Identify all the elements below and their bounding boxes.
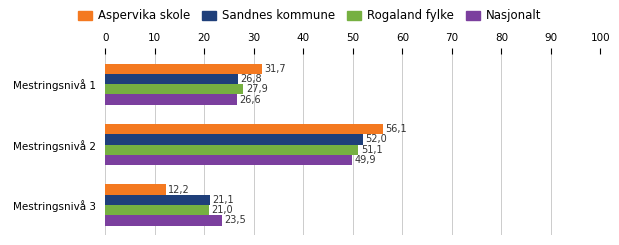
- Bar: [105, 184, 166, 195]
- Legend: Aspervika skole, Sandnes kommune, Rogaland fylke, Nasjonalt: Aspervika skole, Sandnes kommune, Rogala…: [74, 6, 545, 26]
- Text: 49,9: 49,9: [355, 155, 376, 165]
- Bar: [105, 205, 209, 215]
- Text: 12,2: 12,2: [168, 184, 190, 195]
- Text: 27,9: 27,9: [246, 84, 267, 94]
- Bar: [105, 215, 222, 226]
- Bar: [105, 94, 237, 105]
- Bar: [105, 84, 243, 94]
- Bar: [105, 145, 358, 155]
- Bar: [105, 63, 262, 74]
- Text: 52,0: 52,0: [365, 135, 387, 144]
- Text: 26,6: 26,6: [240, 95, 261, 105]
- Text: 26,8: 26,8: [240, 74, 262, 84]
- Bar: [105, 124, 383, 134]
- Text: 23,5: 23,5: [224, 215, 246, 225]
- Text: 21,0: 21,0: [212, 205, 233, 215]
- Bar: [105, 74, 238, 84]
- Bar: [105, 155, 352, 165]
- Text: 51,1: 51,1: [361, 145, 383, 155]
- Text: 31,7: 31,7: [265, 64, 287, 74]
- Bar: [105, 195, 210, 205]
- Text: 21,1: 21,1: [212, 195, 234, 205]
- Bar: [105, 134, 363, 145]
- Text: 56,1: 56,1: [386, 124, 407, 134]
